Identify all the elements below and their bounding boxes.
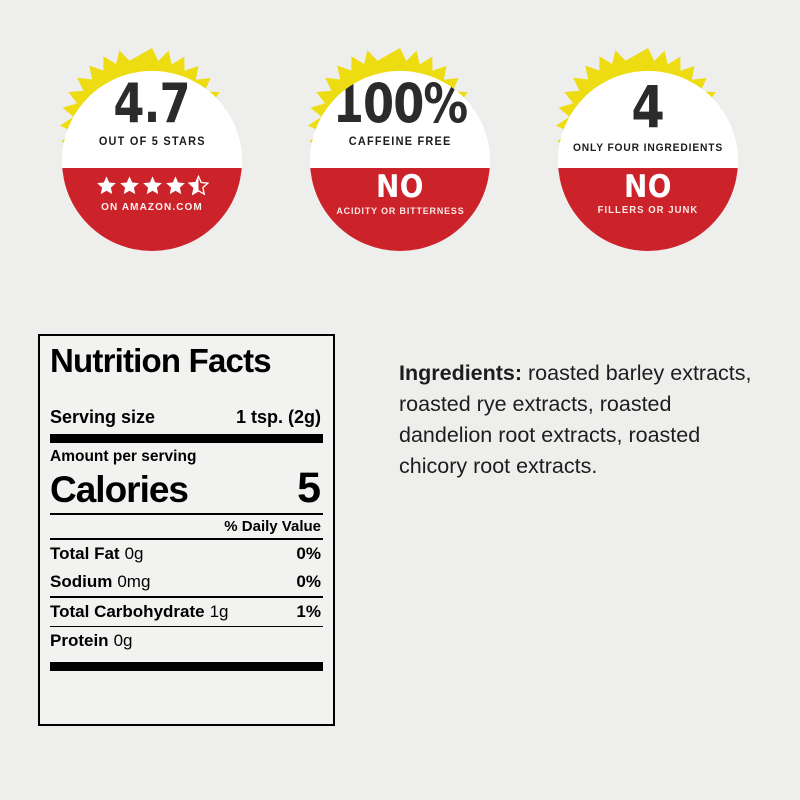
badge-subhead: OUT OF 5 STARS [98, 136, 206, 148]
badge-footer: FILLERS OR JUNK [597, 205, 699, 216]
table-row: Sodium 0mg 0% [50, 568, 323, 596]
star-icon [119, 176, 139, 195]
calories-label: Calories [50, 469, 189, 510]
nutrient-amount: 0mg [117, 571, 151, 591]
badge-row: 4.7 OUT OF 5 STARS ON AMAZON.COM [0, 0, 800, 310]
daily-value-header: % Daily Value [224, 518, 321, 536]
calories-row: Calories 5 [50, 464, 323, 513]
star-icon [142, 176, 162, 195]
divider-thin [50, 625, 323, 628]
nutrient-amount: 1g [209, 601, 229, 621]
ingredients-text: roasted barley extracts, roasted rye ext… [399, 360, 752, 478]
divider-thick [50, 434, 323, 443]
badge-headline: 4.7 [113, 72, 191, 135]
table-row: Protein 0g [50, 627, 323, 655]
ingredients-paragraph: Ingredients: roasted barley extracts, ro… [399, 358, 767, 482]
star-rating [96, 175, 209, 196]
star-icon [165, 176, 185, 195]
badge-four-ingredients: 4 ONLY FOUR INGREDIENTS NO FILLERS OR JU… [535, 48, 761, 274]
serving-size-value: 1 tsp. (2g) [235, 407, 321, 427]
nutrition-facts-panel: Nutrition Facts Serving size 1 tsp. (2g)… [38, 334, 335, 726]
nutrient-name: Protein [50, 631, 109, 651]
badge-no-word: NO [375, 169, 425, 205]
badge-caffeine-free: 100% CAFFEINE FREE NO ACIDITY OR BITTERN… [287, 48, 513, 274]
table-row: Total Fat 0g 0% [50, 540, 323, 568]
serving-size-label: Serving size [50, 407, 156, 427]
badge-subhead: ONLY FOUR INGREDIENTS [572, 142, 724, 154]
badge-headline: 100% [332, 72, 468, 135]
badge-headline: 4 [631, 73, 665, 141]
divider-thin [50, 595, 323, 598]
nutrient-name: Sodium [50, 571, 113, 591]
nutrient-amount: 0g [113, 631, 133, 651]
ingredients-label: Ingredients: [399, 360, 523, 385]
nutrient-amount: 0g [124, 543, 144, 563]
amount-per-serving-label: Amount per serving [50, 448, 197, 465]
nutrient-name: Total Carbohydrate [50, 601, 205, 621]
serving-size-row: Serving size 1 tsp. (2g) [50, 407, 323, 428]
badge-no-word: NO [623, 169, 673, 205]
badge-top-white: 100% CAFFEINE FREE [310, 71, 490, 168]
divider-thin [50, 538, 323, 540]
star-half-icon [187, 175, 209, 196]
nutrient-dv: 0% [296, 543, 321, 563]
table-row: Total Carbohydrate 1g 1% [50, 598, 323, 626]
nutrient-dv: 0% [296, 571, 321, 591]
badge-face: 4 ONLY FOUR INGREDIENTS NO FILLERS OR JU… [558, 71, 738, 251]
badge-rating: 4.7 OUT OF 5 STARS ON AMAZON.COM [39, 48, 265, 274]
nutrition-facts-title: Nutrition Facts [50, 342, 272, 379]
badge-face: 100% CAFFEINE FREE NO ACIDITY OR BITTERN… [310, 71, 490, 251]
badge-subhead: CAFFEINE FREE [348, 136, 452, 148]
badge-footer: ACIDITY OR BITTERNESS [335, 205, 465, 216]
divider-medium [50, 513, 323, 516]
badge-face: 4.7 OUT OF 5 STARS ON AMAZON.COM [62, 71, 242, 251]
calories-value: 5 [297, 464, 321, 512]
star-icon [96, 176, 116, 195]
divider-footer [50, 662, 323, 672]
nutrient-dv: 1% [296, 601, 321, 621]
nutrient-name: Total Fat [50, 543, 120, 563]
badge-footer: ON AMAZON.COM [101, 202, 203, 213]
